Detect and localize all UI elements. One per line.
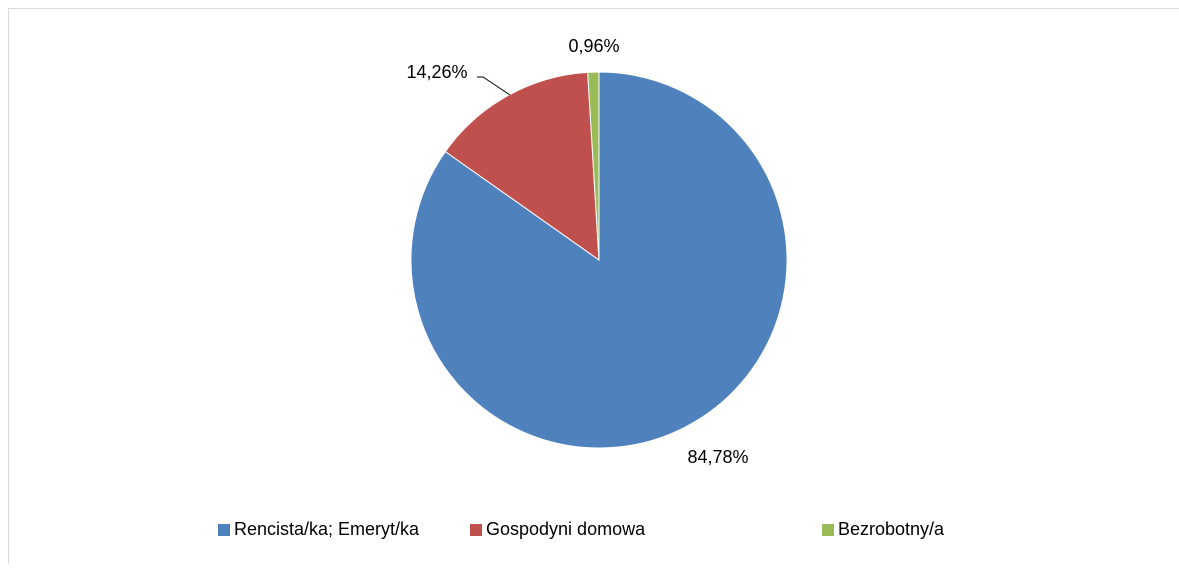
legend-swatch <box>218 524 230 536</box>
legend-label: Bezrobotny/a <box>838 519 945 539</box>
legend-swatch <box>822 524 834 536</box>
data-label: 0,96% <box>568 36 619 56</box>
legend-label: Gospodyni domowa <box>486 519 646 539</box>
leader-line <box>477 77 510 95</box>
data-label: 84,78% <box>687 447 748 467</box>
data-label: 14,26% <box>406 62 467 82</box>
legend-swatch <box>470 524 482 536</box>
legend-label: Rencista/ka; Emeryt/ka <box>234 519 420 539</box>
